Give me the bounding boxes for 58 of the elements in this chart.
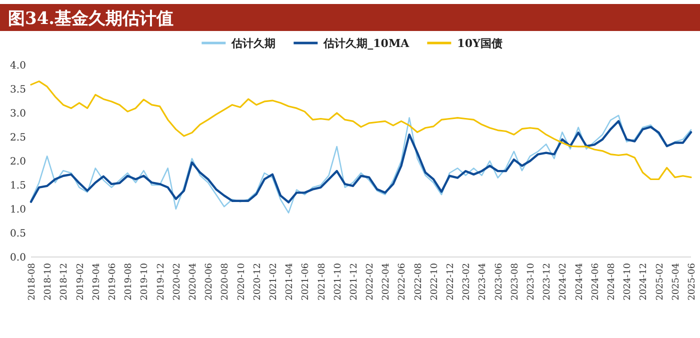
y-tick-label: 1.0 [10, 204, 26, 216]
line-series [30, 114, 692, 214]
x-tick-label: 2021-08 [317, 262, 328, 300]
x-tick-label: 2025-04 [671, 262, 682, 300]
x-tick-label: 2023-04 [478, 262, 488, 300]
x-tick-label: 2022-08 [414, 262, 424, 300]
x-tick-label: 2023-10 [526, 262, 537, 300]
x-tick-label: 2022-12 [446, 263, 456, 300]
x-tick-label: 2019-12 [156, 263, 166, 300]
x-tick-label: 2020-06 [204, 262, 215, 300]
x-tick-label: 2024-02 [558, 263, 569, 300]
legend-label: 估计久期 [230, 37, 276, 50]
x-tick-label: 2019-08 [124, 262, 134, 300]
x-tick-label: 2023-08 [510, 262, 520, 300]
line-series [30, 120, 692, 204]
x-tick-label: 2018-08 [28, 262, 38, 300]
y-tick-label: 1.5 [10, 180, 26, 192]
x-tick-label: 2021-10 [333, 262, 344, 300]
x-tick-label: 2020-10 [236, 262, 247, 300]
x-tick-label: 2018-12 [60, 263, 70, 300]
y-tick-label: 0.0 [10, 252, 26, 264]
x-tick-label: 2022-10 [430, 262, 440, 300]
x-tick-label: 2022-04 [382, 262, 392, 300]
x-tick-label: 2021-12 [349, 263, 360, 300]
y-tick-label: 3.0 [10, 108, 26, 120]
y-tick-label: 2.0 [10, 156, 26, 168]
x-tick-label: 2022-02 [366, 263, 376, 300]
y-tick-label: 3.5 [10, 84, 26, 96]
x-tick-label: 2023-12 [542, 263, 553, 300]
x-tick-label: 2019-02 [76, 263, 86, 300]
x-tick-label: 2019-04 [92, 262, 102, 300]
x-tick-label: 2022-06 [398, 262, 408, 300]
chart-title: 图34.基金久期估计值 [8, 9, 174, 29]
x-tick-label: 2025-02 [655, 263, 666, 300]
legend-label: 估计久期_10MA [322, 37, 410, 50]
line-series [30, 80, 692, 180]
x-tick-label: 2019-06 [108, 262, 118, 300]
x-tick-label: 2021-04 [285, 262, 296, 300]
x-tick-label: 2018-10 [44, 262, 54, 300]
y-tick-label: 2.5 [10, 132, 26, 144]
y-tick-label: 4.0 [10, 60, 26, 72]
x-tick-label: 2025-06 [688, 262, 698, 300]
x-tick-label: 2024-10 [623, 262, 634, 300]
x-tick-label: 2024-04 [574, 262, 585, 300]
x-tick-label: 2021-06 [301, 262, 312, 300]
x-tick-label: 2020-08 [220, 262, 231, 300]
x-tick-label: 2023-06 [494, 262, 504, 300]
x-tick-label: 2021-02 [268, 263, 279, 300]
x-tick-label: 2019-10 [140, 262, 150, 300]
x-tick-label: 2024-08 [607, 262, 618, 300]
x-tick-label: 2020-04 [188, 262, 198, 300]
x-tick-label: 2024-06 [590, 262, 601, 300]
x-tick-label: 2020-02 [172, 263, 182, 300]
legend-label: 10Y国债 [457, 37, 502, 50]
x-tick-label: 2023-02 [462, 263, 472, 300]
y-tick-label: 0.5 [10, 228, 26, 240]
x-tick-label: 2020-12 [252, 263, 263, 300]
x-tick-label: 2024-12 [639, 263, 650, 300]
